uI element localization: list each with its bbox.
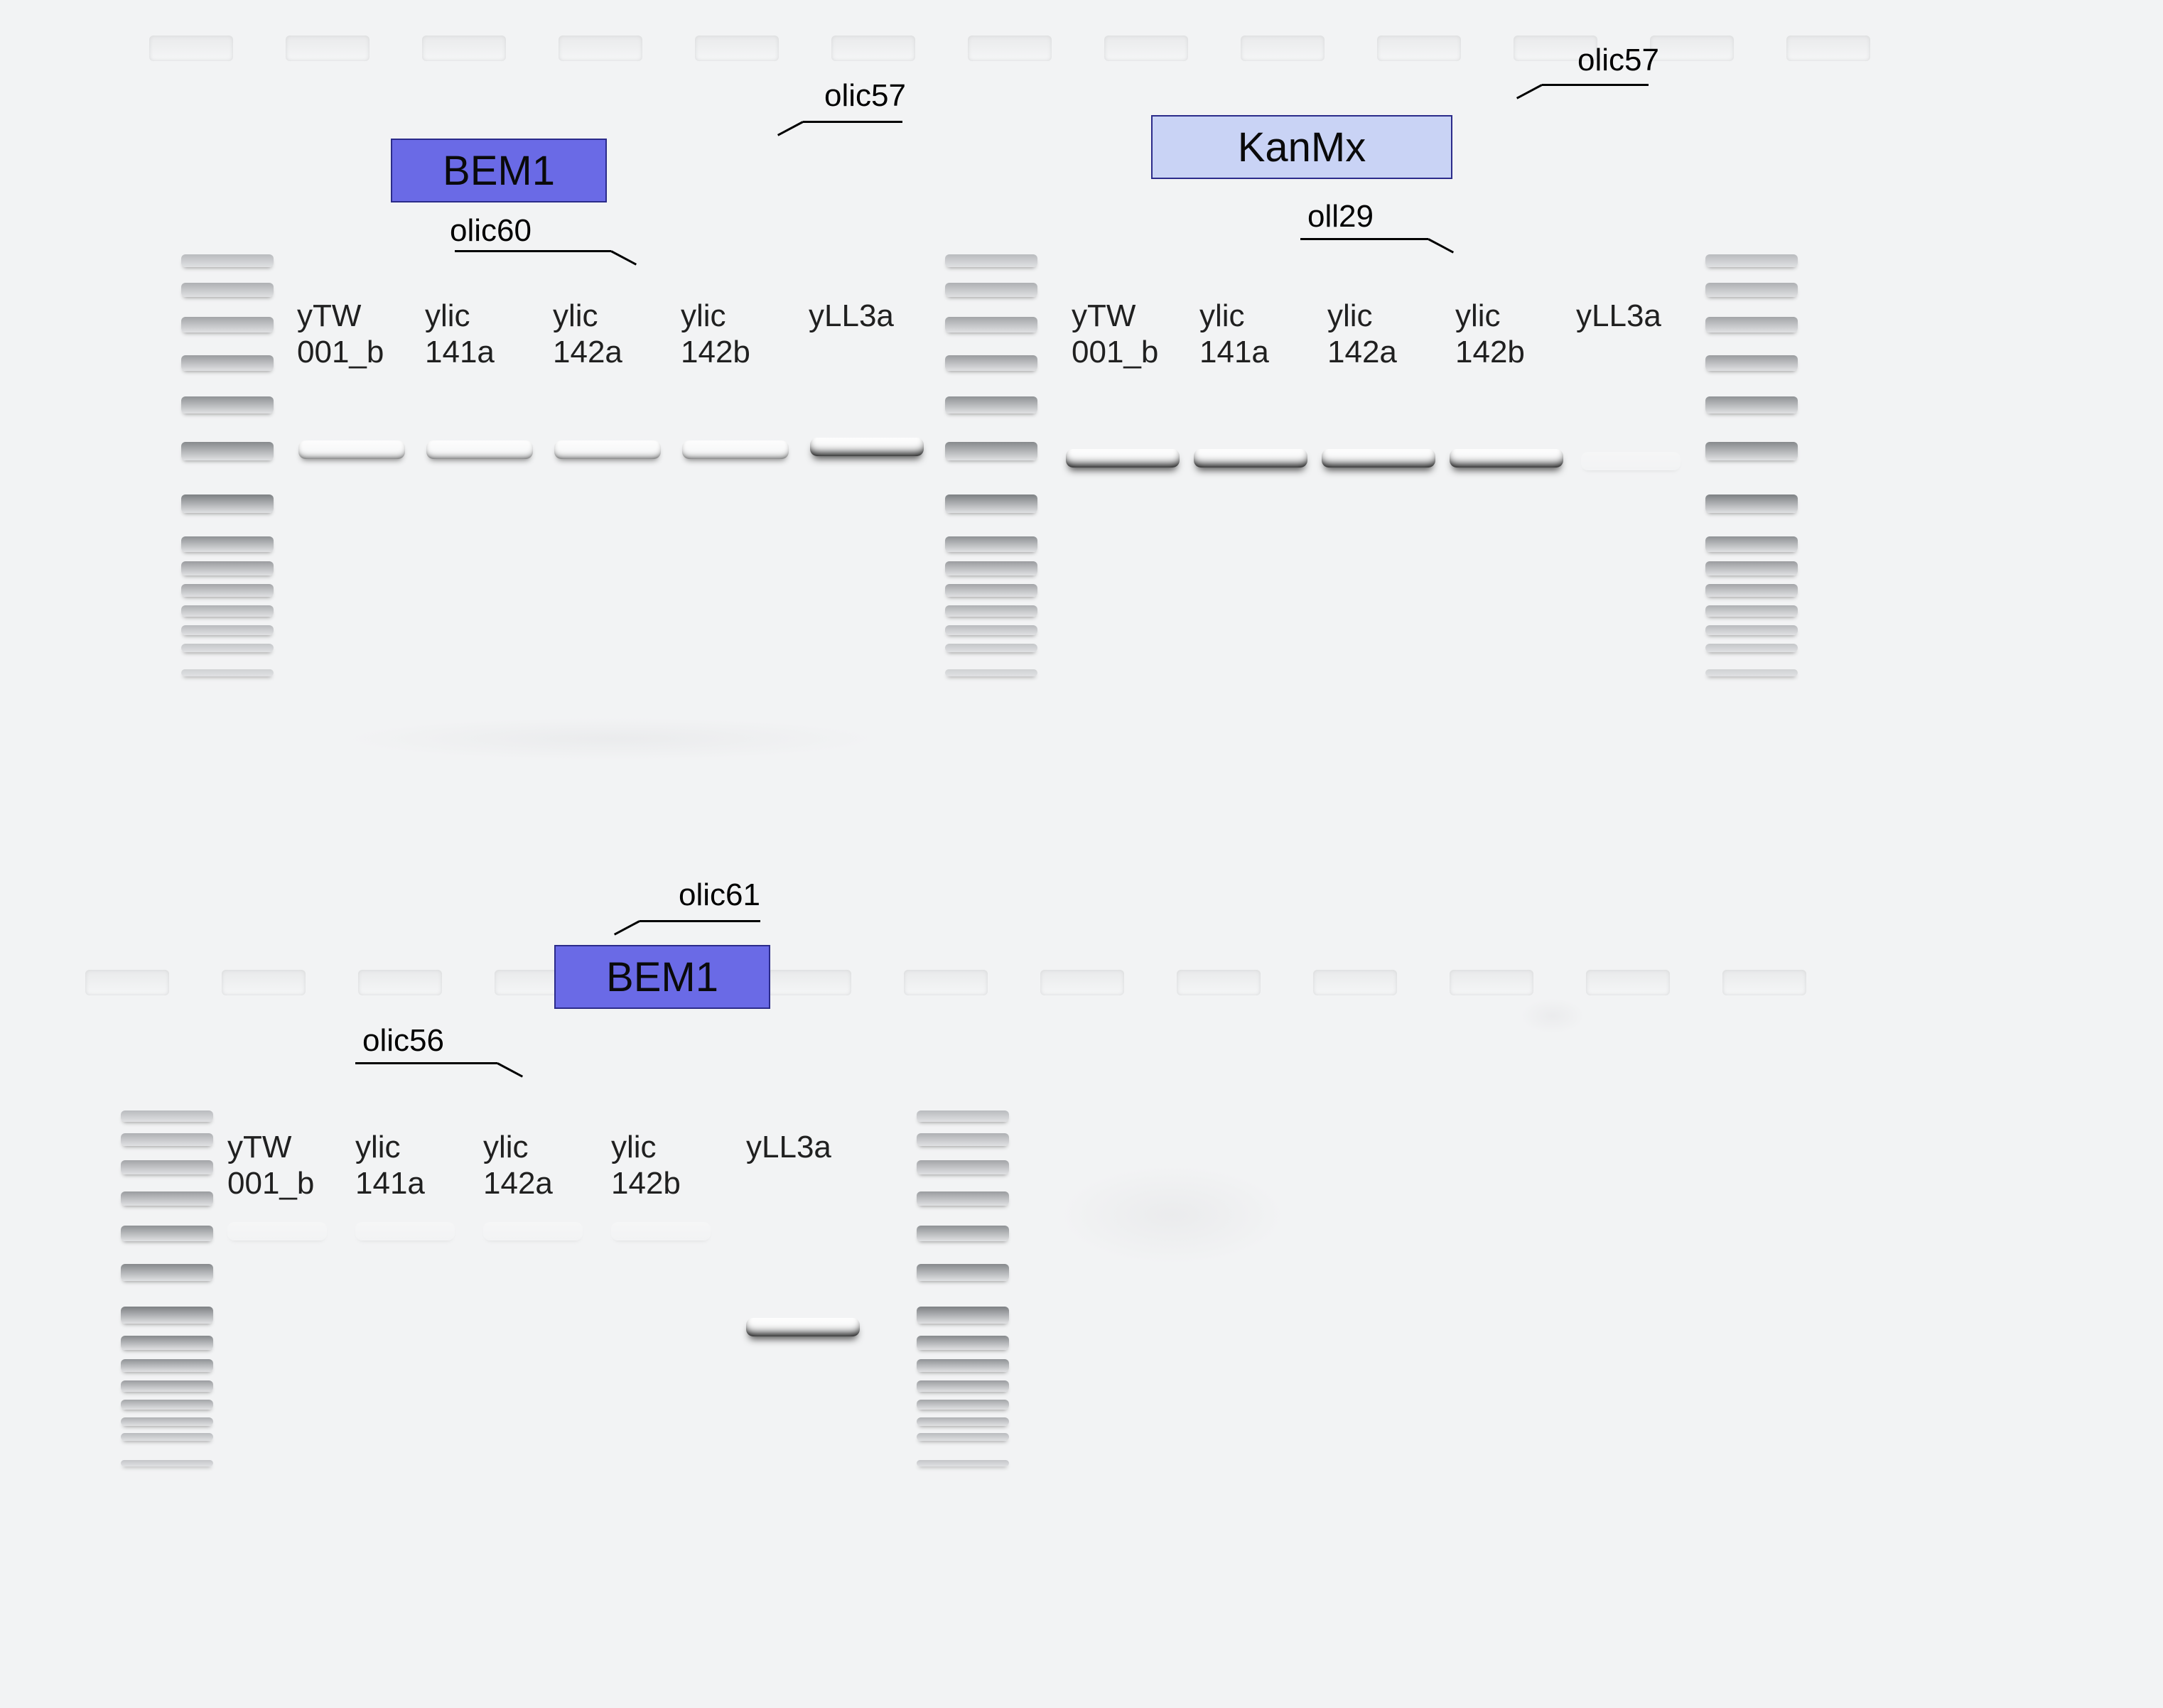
gel-band bbox=[746, 1318, 860, 1336]
primer-label: olic57 bbox=[824, 78, 906, 114]
dna-ladder bbox=[121, 1105, 213, 1560]
lane-label: yLL3a bbox=[1576, 298, 1661, 335]
gene-box-label: KanMx bbox=[1238, 124, 1366, 171]
gel-band bbox=[554, 440, 661, 459]
lane-label: ylic 142a bbox=[1327, 298, 1397, 370]
lane-label: yTW 001_b bbox=[297, 298, 384, 370]
gel-well bbox=[1377, 36, 1461, 61]
lane-label: yLL3a bbox=[809, 298, 894, 335]
gel-band bbox=[810, 438, 924, 456]
gene-box-bem1-bottom: BEM1 bbox=[554, 945, 770, 1009]
gel-well bbox=[1313, 970, 1397, 995]
dna-ladder bbox=[917, 1105, 1009, 1560]
gel-band bbox=[355, 1222, 455, 1241]
gel-well bbox=[149, 36, 233, 61]
lane-label: yLL3a bbox=[746, 1130, 831, 1166]
gel-well bbox=[904, 970, 988, 995]
gel-well bbox=[695, 36, 779, 61]
gel-smear bbox=[1059, 1165, 1286, 1265]
primer-label: oll29 bbox=[1307, 199, 1374, 234]
gel-well bbox=[1177, 970, 1261, 995]
lane-label: ylic 142b bbox=[611, 1130, 681, 1201]
gel-well bbox=[968, 36, 1052, 61]
gene-box-label: BEM1 bbox=[443, 147, 555, 195]
gel-well bbox=[222, 970, 306, 995]
gel-well bbox=[1722, 970, 1806, 995]
gel-smear bbox=[1521, 998, 1585, 1034]
lane-label: ylic 141a bbox=[1199, 298, 1269, 370]
gel-wells-row-bottom bbox=[85, 970, 1806, 995]
gel-well bbox=[85, 970, 169, 995]
lane-label: ylic 141a bbox=[425, 298, 495, 370]
gel-well bbox=[1650, 36, 1734, 61]
gel-band bbox=[1194, 449, 1307, 467]
gel-band bbox=[1322, 449, 1435, 467]
gel-well bbox=[831, 36, 915, 61]
primer-label: olic60 bbox=[450, 213, 532, 249]
lane-label: ylic 142b bbox=[681, 298, 750, 370]
gel-well bbox=[1241, 36, 1325, 61]
lane-label: ylic 142a bbox=[553, 298, 622, 370]
lane-label: yTW 001_b bbox=[1072, 298, 1158, 370]
gel-band bbox=[298, 440, 405, 459]
gel-well bbox=[1586, 970, 1670, 995]
primer-label: olic61 bbox=[679, 877, 760, 913]
gel-band bbox=[483, 1222, 583, 1241]
dna-ladder bbox=[945, 249, 1037, 703]
gel-well bbox=[422, 36, 506, 61]
gene-box-kanmx: KanMx bbox=[1151, 115, 1452, 179]
gel-well bbox=[767, 970, 851, 995]
gel-well bbox=[559, 36, 642, 61]
gel-band bbox=[682, 440, 789, 459]
gel-well bbox=[286, 36, 370, 61]
lane-label: yTW 001_b bbox=[227, 1130, 314, 1201]
primer-label: olic57 bbox=[1577, 43, 1659, 78]
gel-band bbox=[1066, 449, 1180, 467]
gel-smear bbox=[341, 718, 881, 760]
gel-well bbox=[1040, 970, 1124, 995]
primer-label: olic56 bbox=[362, 1023, 444, 1059]
gel-band bbox=[611, 1222, 711, 1241]
gel-band bbox=[426, 440, 533, 459]
gel-well bbox=[1104, 36, 1188, 61]
gene-box-label: BEM1 bbox=[606, 953, 718, 1001]
gel-band bbox=[227, 1222, 327, 1241]
dna-ladder bbox=[1705, 249, 1798, 703]
dna-ladder bbox=[181, 249, 274, 703]
lane-label: ylic 141a bbox=[355, 1130, 425, 1201]
gel-well bbox=[358, 970, 442, 995]
gel-well bbox=[1786, 36, 1870, 61]
lane-label: ylic 142a bbox=[483, 1130, 553, 1201]
gene-box-bem1-top: BEM1 bbox=[391, 139, 607, 202]
gel-figure: { "canvas":{"w":3044,"h":2404,"bg":"#f2f… bbox=[0, 0, 2163, 1708]
gel-band bbox=[1581, 452, 1681, 470]
lane-label: ylic 142b bbox=[1455, 298, 1525, 370]
gel-well bbox=[1450, 970, 1533, 995]
gel-band bbox=[1450, 449, 1563, 467]
